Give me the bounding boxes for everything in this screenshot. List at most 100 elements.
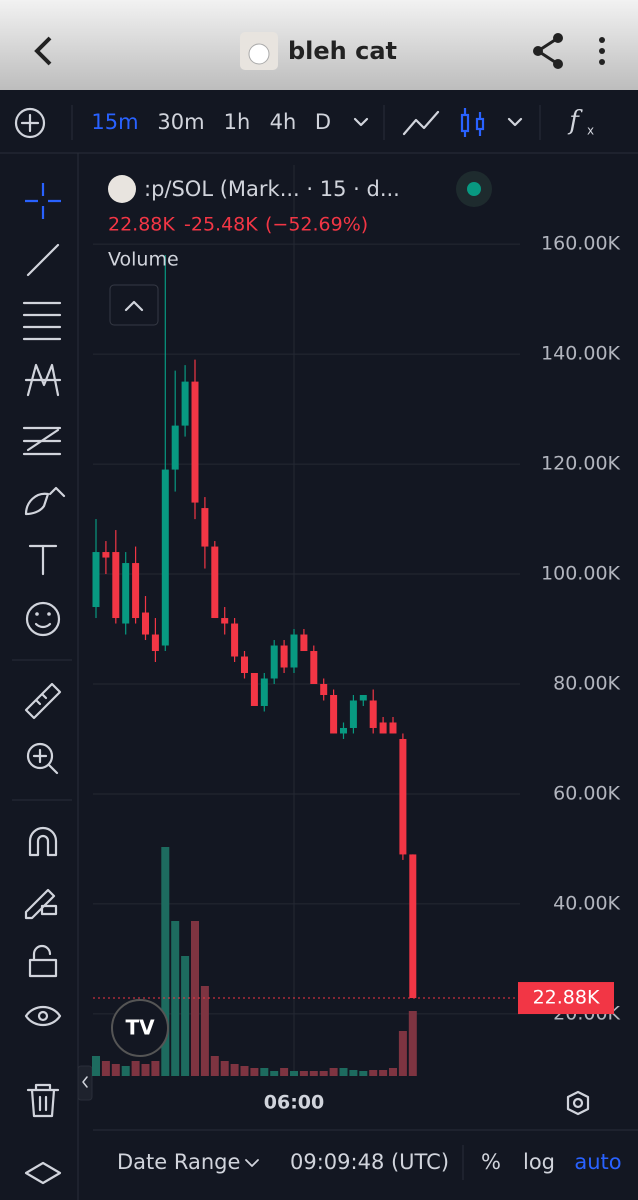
trend-line-tool[interactable] [26,243,60,277]
projection-tool[interactable] [22,426,62,456]
volume-legend: Volume [108,249,179,271]
candle-body [389,722,397,734]
legend-change-pct: (−52.69%) [265,214,368,236]
candle-body [340,727,347,734]
volume-bar [101,1061,110,1076]
svg-text:x: x [587,124,594,138]
candle-body [310,651,318,685]
last-price-label: 22.88K [533,987,600,1009]
magnet-tool[interactable] [28,826,58,857]
chart: 20.00K40.00K60.00K80.00K100.00K120.00K14… [92,165,621,1114]
symbol-name[interactable]: :p/SOL (Mark... · 15 · d... [144,177,400,201]
interval-button[interactable]: 4h [270,110,297,134]
svg-text:TV: TV [125,1016,155,1040]
lock-drawings-tool[interactable] [24,888,58,920]
candle-body [161,469,169,646]
date-range-button[interactable]: Date Range [117,1150,240,1174]
volume-bar [92,1056,100,1076]
candle-body [211,546,219,619]
volume-bar [359,1071,368,1076]
candle-body [132,563,140,619]
volume-bar [319,1071,328,1076]
candle-body [181,381,189,426]
y-tick-label: 100.00K [541,563,620,585]
candle-body [290,634,298,668]
candle-body [399,738,407,855]
back-button[interactable] [34,36,52,66]
candle-body [191,381,199,503]
candle-body [280,645,288,668]
emoji-tool[interactable] [25,601,61,637]
legend-last: 22.88K [108,214,175,236]
volume-bar [389,1068,397,1076]
collapse-legend-button[interactable] [109,284,159,326]
volume-bar [181,956,190,1076]
layers-tool[interactable] [24,1161,62,1185]
auto-toggle[interactable]: auto [574,1150,621,1174]
candle-body [260,678,268,706]
y-tick-label: 60.00K [553,782,620,804]
ruler-tool[interactable] [24,682,62,720]
interval-button[interactable]: 1h [224,110,251,134]
pattern-tool[interactable] [24,363,62,397]
header-bar [0,0,638,90]
y-tick-label: 120.00K [541,453,620,475]
interval-button[interactable]: D [315,110,331,134]
candle-body [171,425,179,470]
brush-tool[interactable] [24,486,66,516]
volume-bar [230,1064,239,1076]
status-dot [467,182,481,196]
zoom-tool[interactable] [26,742,59,775]
tradingview-logo[interactable]: TV [111,999,169,1057]
candle-body [320,684,328,695]
volume-bar [309,1071,318,1076]
candle-body [409,854,417,999]
text-tool[interactable] [28,544,58,576]
unlock-tool[interactable] [28,944,58,978]
chevron-up [124,300,144,312]
log-toggle[interactable]: log [523,1150,555,1174]
interval-dropdown[interactable] [353,117,369,127]
x-tick-label: 06:00 [264,1092,324,1114]
candle-body [102,552,110,558]
volume-bar [329,1068,338,1076]
volume-bar [369,1070,378,1076]
candle-body [330,694,338,734]
interval-button[interactable]: 30m [157,110,204,134]
candle-body [369,700,377,728]
add-symbol-button[interactable] [14,107,46,139]
volume-bar [151,1061,160,1076]
candle-body [151,634,159,652]
volume-bar [290,1071,298,1076]
candle-body [201,508,209,547]
volume-bar [339,1068,348,1076]
legend-change: -25.48K [184,214,258,236]
volume-bar [161,847,170,1076]
avatar-cat [248,43,270,65]
delete-tool[interactable] [26,1083,60,1118]
menu-button[interactable] [599,37,605,65]
percent-toggle[interactable]: % [481,1150,501,1174]
visibility-tool[interactable] [24,1005,62,1027]
crosshair-tool[interactable] [25,183,61,219]
volume-bar [408,1011,417,1076]
y-tick-label: 40.00K [553,892,620,914]
last-price-box [518,982,614,1015]
volume-bar [260,1068,269,1076]
collapse-sidebar-button[interactable] [77,1065,93,1101]
fib-tool[interactable] [22,301,62,341]
candle-chart-button[interactable] [460,108,485,137]
candle-body [112,552,120,619]
chart-type-dropdown[interactable] [507,117,523,127]
clock[interactable]: 09:09:48 (UTC) [290,1150,449,1174]
date-range-chevron [245,1159,259,1167]
candle-body [92,552,100,608]
settings-icon [572,1097,584,1109]
candle-body [122,563,130,624]
line-chart-button[interactable] [402,110,440,136]
interval-button[interactable]: 15m [91,110,138,134]
settings-button[interactable] [566,1090,590,1116]
share-button[interactable] [533,33,563,69]
